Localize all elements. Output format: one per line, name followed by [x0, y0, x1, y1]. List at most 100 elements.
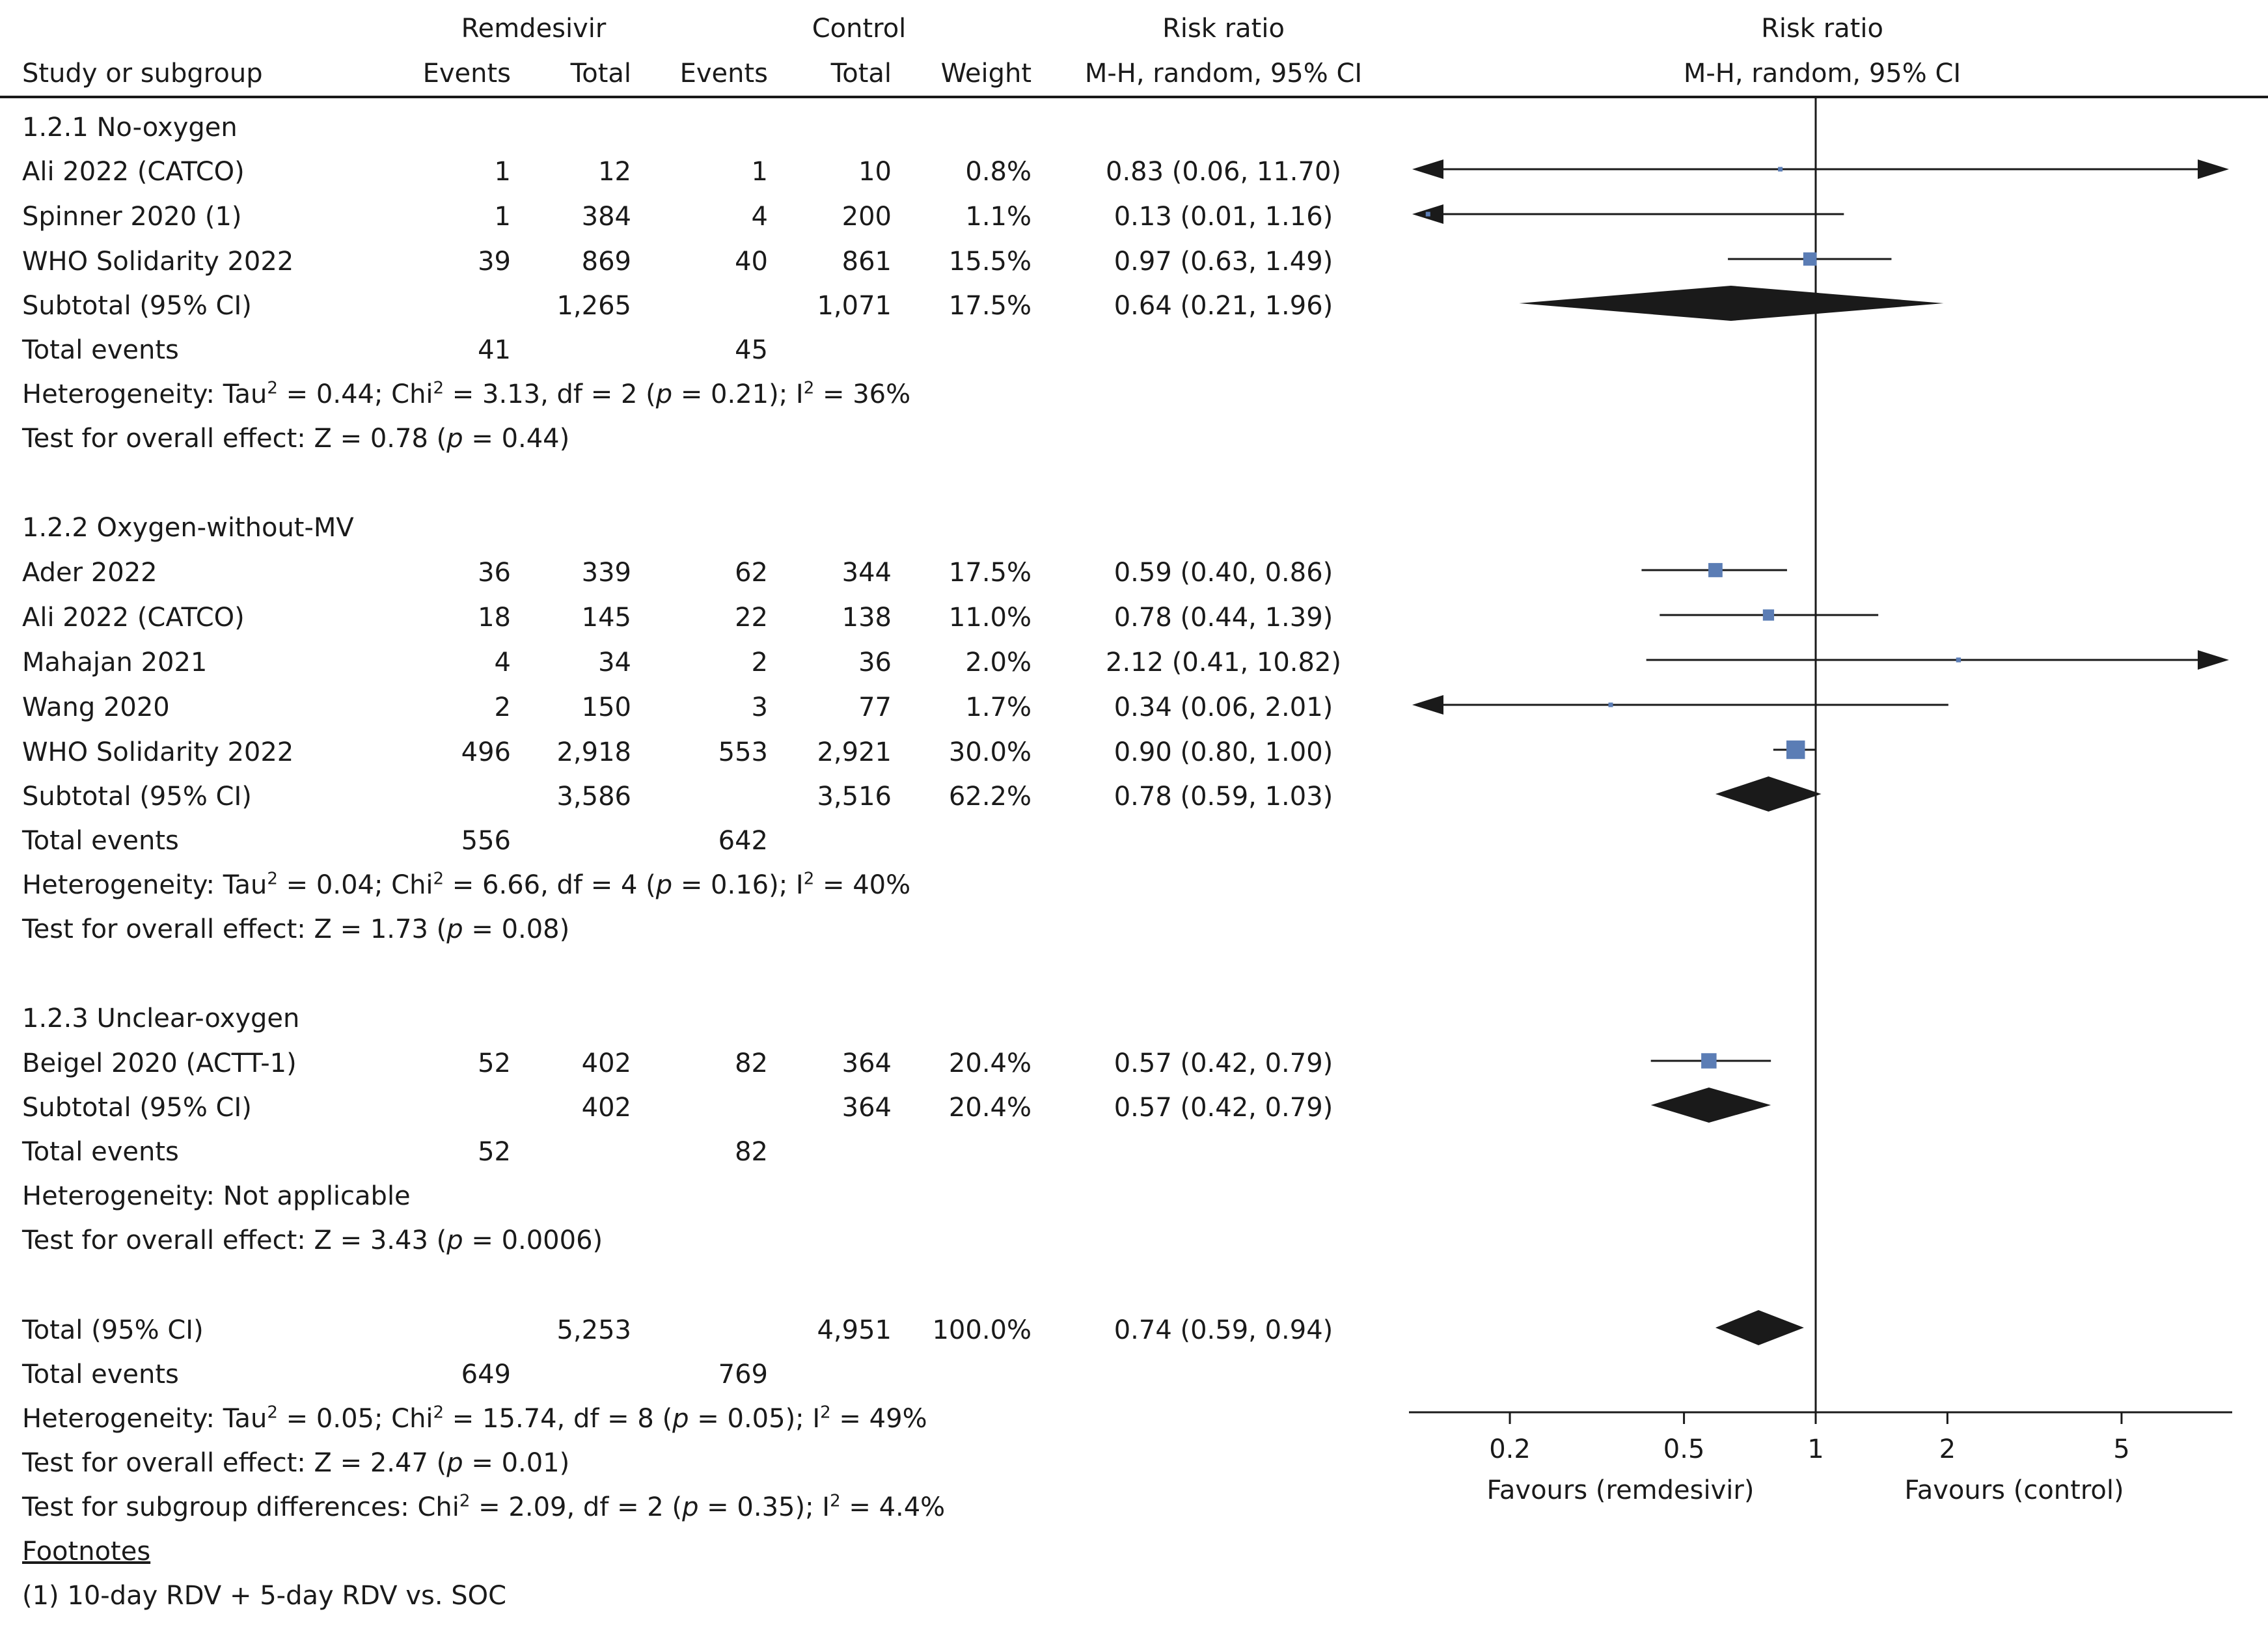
study-square	[1701, 1053, 1717, 1069]
group-title: 1.2.1 No-oxygen	[22, 113, 238, 143]
total-remdesivir: 145	[581, 603, 631, 633]
total-events-control: 769	[718, 1360, 768, 1389]
footnotes-label: Footnotes	[22, 1537, 151, 1567]
ci-arrow-left	[1412, 695, 1443, 715]
study-square	[1608, 702, 1613, 707]
study-name: Ader 2022	[22, 558, 157, 588]
x-tick-label: 2	[1939, 1434, 1956, 1464]
subtotal-total-remdesivir: 1,265	[556, 291, 631, 321]
header-events-remdesivir: Events	[422, 59, 511, 89]
total-remdesivir: 5,253	[556, 1315, 631, 1345]
total-label: Total (95% CI)	[22, 1315, 204, 1345]
total-control: 36	[858, 648, 892, 678]
risk-ratio-ci: 0.59 (0.40, 0.86)	[1114, 558, 1333, 588]
total-events-remdesivir: 41	[478, 335, 511, 365]
subtotal-label: Subtotal (95% CI)	[22, 1093, 252, 1123]
subtotal-total-control: 364	[841, 1093, 892, 1123]
total-events-control: 82	[735, 1137, 768, 1167]
header-total-remdesivir: Total	[570, 59, 631, 89]
total-control: 138	[841, 603, 892, 633]
x-tick-label: 1	[1807, 1434, 1824, 1464]
header-risk-ratio-table: Risk ratio	[1162, 14, 1285, 44]
events-control: 2	[751, 648, 768, 678]
risk-ratio-ci: 0.13 (0.01, 1.16)	[1114, 202, 1333, 232]
events-remdesivir: 2	[494, 692, 511, 722]
x-tick-label: 5	[2113, 1434, 2129, 1464]
study-square	[1762, 609, 1775, 621]
total-remdesivir: 34	[598, 648, 631, 678]
header-weight: Weight	[940, 59, 1032, 89]
subtotal-weight: 20.4%	[948, 1093, 1032, 1123]
header-method-plot: M-H, random, 95% CI	[1683, 59, 1961, 89]
total-control: 200	[841, 202, 892, 232]
weight-value: 11.0%	[948, 603, 1032, 633]
total-events-control: 45	[735, 335, 768, 365]
x-tick-label: 0.2	[1489, 1434, 1531, 1464]
header-study: Study or subgroup	[22, 59, 263, 89]
events-control: 62	[735, 558, 768, 588]
total-control: 364	[841, 1048, 892, 1078]
total-ci: 0.74 (0.59, 0.94)	[1114, 1315, 1333, 1345]
weight-value: 17.5%	[948, 558, 1032, 588]
weight-value: 1.1%	[965, 202, 1032, 232]
header-risk-ratio-plot: Risk ratio	[1761, 14, 1883, 44]
weight-value: 20.4%	[948, 1048, 1032, 1078]
events-control: 4	[751, 202, 768, 232]
study-square	[1778, 167, 1783, 172]
total-weight: 100.0%	[932, 1315, 1032, 1345]
study-name: Spinner 2020 (1)	[22, 202, 242, 232]
events-remdesivir: 18	[478, 603, 511, 633]
events-control: 1	[751, 157, 768, 187]
events-remdesivir: 4	[494, 648, 511, 678]
study-square	[1956, 657, 1961, 663]
pooled-diamond	[1715, 1310, 1804, 1345]
heterogeneity-text: Heterogeneity: Tau2 = 0.04; Chi2 = 6.66,…	[22, 869, 911, 900]
subtotal-ci: 0.78 (0.59, 1.03)	[1114, 782, 1333, 812]
subtotal-label: Subtotal (95% CI)	[22, 291, 252, 321]
total-control: 2,921	[817, 737, 892, 767]
favours-remdesivir-label: Favours (remdesivir)	[1487, 1475, 1755, 1505]
risk-ratio-ci: 0.97 (0.63, 1.49)	[1114, 247, 1333, 277]
header-rule	[0, 96, 2268, 98]
total-control: 344	[841, 558, 892, 588]
weight-value: 2.0%	[965, 648, 1032, 678]
total-events-label: Total events	[22, 1360, 179, 1389]
total-remdesivir: 2,918	[556, 737, 631, 767]
study-name: Wang 2020	[22, 692, 170, 722]
total-control: 861	[841, 247, 892, 277]
weight-value: 15.5%	[948, 247, 1032, 277]
study-square	[1786, 740, 1805, 760]
header-method-table: M-H, random, 95% CI	[1084, 59, 1363, 89]
total-remdesivir: 384	[581, 202, 631, 232]
study-square	[1425, 212, 1430, 217]
total-events-remdesivir: 649	[461, 1360, 511, 1389]
group-title: 1.2.2 Oxygen-without-MV	[22, 513, 354, 543]
total-events-remdesivir: 556	[461, 826, 511, 856]
events-control: 553	[718, 737, 768, 767]
overall-effect-text: Test for overall effect: Z = 1.73 (p = 0…	[22, 914, 570, 944]
study-square	[1708, 563, 1723, 577]
risk-ratio-ci: 0.57 (0.42, 0.79)	[1114, 1048, 1333, 1078]
risk-ratio-ci: 2.12 (0.41, 10.82)	[1106, 648, 1341, 678]
risk-ratio-ci: 0.90 (0.80, 1.00)	[1114, 737, 1333, 767]
total-remdesivir: 150	[581, 692, 631, 722]
overall-effect-text: Test for overall effect: Z = 2.47 (p = 0…	[22, 1448, 570, 1478]
events-control: 82	[735, 1048, 768, 1078]
study-name: WHO Solidarity 2022	[22, 737, 294, 767]
total-remdesivir: 12	[598, 157, 631, 187]
subtotal-ci: 0.64 (0.21, 1.96)	[1114, 291, 1333, 321]
total-events-control: 642	[718, 826, 768, 856]
study-name: Mahajan 2021	[22, 648, 208, 678]
total-control: 4,951	[817, 1315, 892, 1345]
total-events-label: Total events	[22, 1137, 179, 1167]
subtotal-total-remdesivir: 3,586	[556, 782, 631, 812]
weight-value: 0.8%	[965, 157, 1032, 187]
heterogeneity-text: Heterogeneity: Not applicable	[22, 1181, 411, 1211]
total-events-label: Total events	[22, 826, 179, 856]
overall-effect-text: Test for overall effect: Z = 0.78 (p = 0…	[22, 424, 570, 454]
heterogeneity-text: Heterogeneity: Tau2 = 0.05; Chi2 = 15.74…	[22, 1403, 927, 1434]
events-remdesivir: 39	[478, 247, 511, 277]
weight-value: 30.0%	[948, 737, 1032, 767]
subtotal-weight: 17.5%	[948, 291, 1032, 321]
